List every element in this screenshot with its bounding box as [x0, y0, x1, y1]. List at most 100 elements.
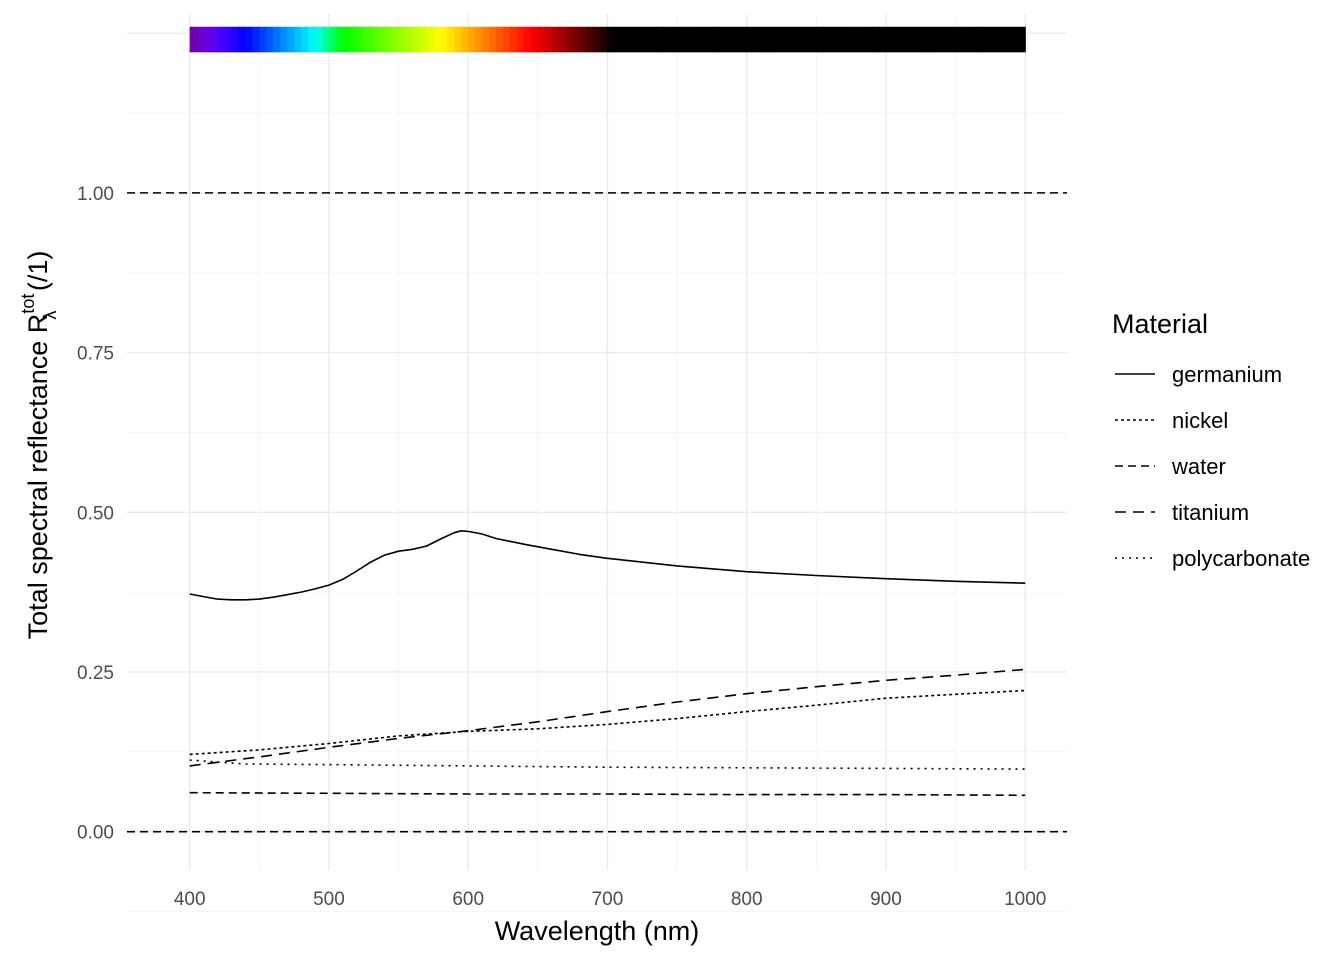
- color-bar-segment: [781, 26, 790, 53]
- y-tick-label: 1.00: [77, 184, 114, 205]
- color-bar-segment: [802, 26, 810, 53]
- color-bar-segment: [704, 26, 713, 53]
- x-tick-label: 1000: [1004, 889, 1046, 910]
- color-bar-segment: [252, 26, 260, 53]
- color-bar-segment: [537, 26, 546, 53]
- color-bar-segment: [426, 26, 434, 53]
- color-bar-segment: [614, 26, 622, 53]
- color-bar-segment: [475, 26, 483, 53]
- series-line-polycarbonate: [189, 759, 1026, 770]
- color-bar-segment: [767, 26, 776, 53]
- series-line-titanium: [189, 668, 1026, 767]
- color-bar-segment: [934, 26, 943, 53]
- color-bar-segment: [530, 26, 539, 53]
- color-bar-segment: [983, 26, 992, 53]
- x-tick-label: 600: [452, 889, 484, 910]
- color-bar-segment: [433, 26, 441, 53]
- legend-label: titanium: [1172, 500, 1249, 525]
- color-bar-segment: [238, 26, 246, 53]
- color-bar-segment: [412, 26, 421, 53]
- color-bar-segment: [482, 26, 490, 53]
- color-bar-segment: [461, 26, 469, 53]
- y-axis-title: Total spectral reflectance Rtotλ (/1): [18, 251, 60, 640]
- legend-entry-germanium: germanium: [1115, 362, 1282, 387]
- color-bar-segment: [245, 26, 253, 53]
- color-bar-segment: [746, 26, 755, 53]
- color-bar-segment: [691, 26, 699, 53]
- color-bar-segment: [440, 26, 448, 53]
- color-bar-segment: [663, 26, 671, 53]
- color-bar-segment: [872, 26, 880, 53]
- color-bar-segment: [565, 26, 574, 53]
- color-bar-segment: [600, 26, 609, 53]
- x-tick-label: 700: [592, 889, 624, 910]
- color-bar-segment: [976, 26, 985, 53]
- color-bar-segment: [955, 26, 964, 53]
- color-bar-segment: [816, 26, 824, 53]
- color-bar-segment: [342, 26, 351, 53]
- color-bar-segment: [795, 26, 804, 53]
- color-bar-segment: [503, 26, 511, 53]
- color-bar-segment: [523, 26, 532, 53]
- series-line-nickel: [189, 689, 1026, 756]
- series-lines: [189, 530, 1026, 797]
- color-bar-segment: [335, 26, 344, 53]
- color-bar-segment: [753, 26, 762, 53]
- color-bar-segment: [997, 26, 1005, 53]
- color-bar-segment: [844, 26, 852, 53]
- color-bar-segment: [1018, 26, 1026, 53]
- color-bar-segment: [593, 26, 602, 53]
- color-bar-segment: [586, 26, 595, 53]
- color-bar-segment: [315, 26, 323, 53]
- wavelength-color-bar: [189, 26, 1026, 53]
- color-bar-segment: [809, 26, 817, 53]
- color-bar-segment: [628, 26, 636, 53]
- color-bar-segment: [920, 26, 929, 53]
- color-bar-segment: [496, 26, 504, 53]
- y-tick-label: 0.25: [77, 663, 114, 684]
- color-bar-segment: [969, 26, 978, 53]
- y-axis-title-main: Total spectral reflectance R: [23, 314, 53, 640]
- legend-entry-polycarbonate: polycarbonate: [1115, 546, 1310, 571]
- legend-entries: germanium nickel water titanium polycarbonat…: [1115, 362, 1310, 571]
- color-bar-segment: [287, 26, 295, 53]
- grid: [127, 14, 1067, 912]
- color-bar-segment: [196, 26, 205, 53]
- color-bar-segment: [551, 26, 560, 53]
- color-bar-segment: [885, 26, 894, 53]
- color-bar-segment: [656, 26, 664, 53]
- color-bar-segment: [725, 26, 734, 53]
- color-bar-segment: [760, 26, 769, 53]
- x-axis-title: Wavelength (nm): [495, 916, 700, 946]
- legend: Material germanium nickel water titanium pol…: [1112, 309, 1310, 571]
- color-bar-segment: [558, 26, 567, 53]
- color-bar-segment: [468, 26, 476, 53]
- y-tick-label: 0.00: [77, 823, 114, 844]
- color-bar-segment: [454, 26, 462, 53]
- color-bar-segment: [280, 26, 288, 53]
- color-bar-segment: [391, 26, 400, 53]
- legend-label: germanium: [1172, 362, 1282, 387]
- y-tick-label: 0.50: [77, 503, 114, 524]
- color-bar-segment: [224, 26, 233, 53]
- color-bar-segment: [516, 26, 525, 53]
- color-bar-segment: [913, 26, 922, 53]
- color-bar-segment: [892, 26, 901, 53]
- legend-label: nickel: [1172, 408, 1228, 433]
- color-bar-segment: [370, 26, 379, 53]
- color-bar-segment: [635, 26, 643, 53]
- x-tick-label: 400: [174, 889, 206, 910]
- x-tick-label: 500: [313, 889, 345, 910]
- series-line-water: [189, 791, 1026, 797]
- x-tick-label: 800: [731, 889, 763, 910]
- color-bar-segment: [684, 26, 692, 53]
- color-bar-segment: [851, 26, 859, 53]
- x-tick-labels: 400 500 600 700 800 900 1000: [174, 889, 1047, 910]
- color-bar-segment: [405, 26, 414, 53]
- color-bar-segment: [489, 26, 497, 53]
- color-bar-segment: [899, 26, 908, 53]
- color-bar-segment: [301, 26, 309, 53]
- color-bar-segment: [927, 26, 936, 53]
- color-bar-segment: [718, 26, 727, 53]
- color-bar-segment: [273, 26, 281, 53]
